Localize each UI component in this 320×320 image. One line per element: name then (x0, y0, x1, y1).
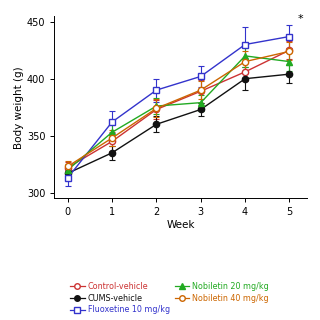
Y-axis label: Body weight (g): Body weight (g) (14, 66, 24, 148)
Text: *: * (298, 14, 303, 24)
X-axis label: Week: Week (166, 220, 195, 230)
Legend: Control-vehicle, CUMS-vehicle, Fluoxetine 10 mg/kg, Nobiletin 20 mg/kg, Nobileti: Control-vehicle, CUMS-vehicle, Fluoxetin… (68, 280, 271, 316)
